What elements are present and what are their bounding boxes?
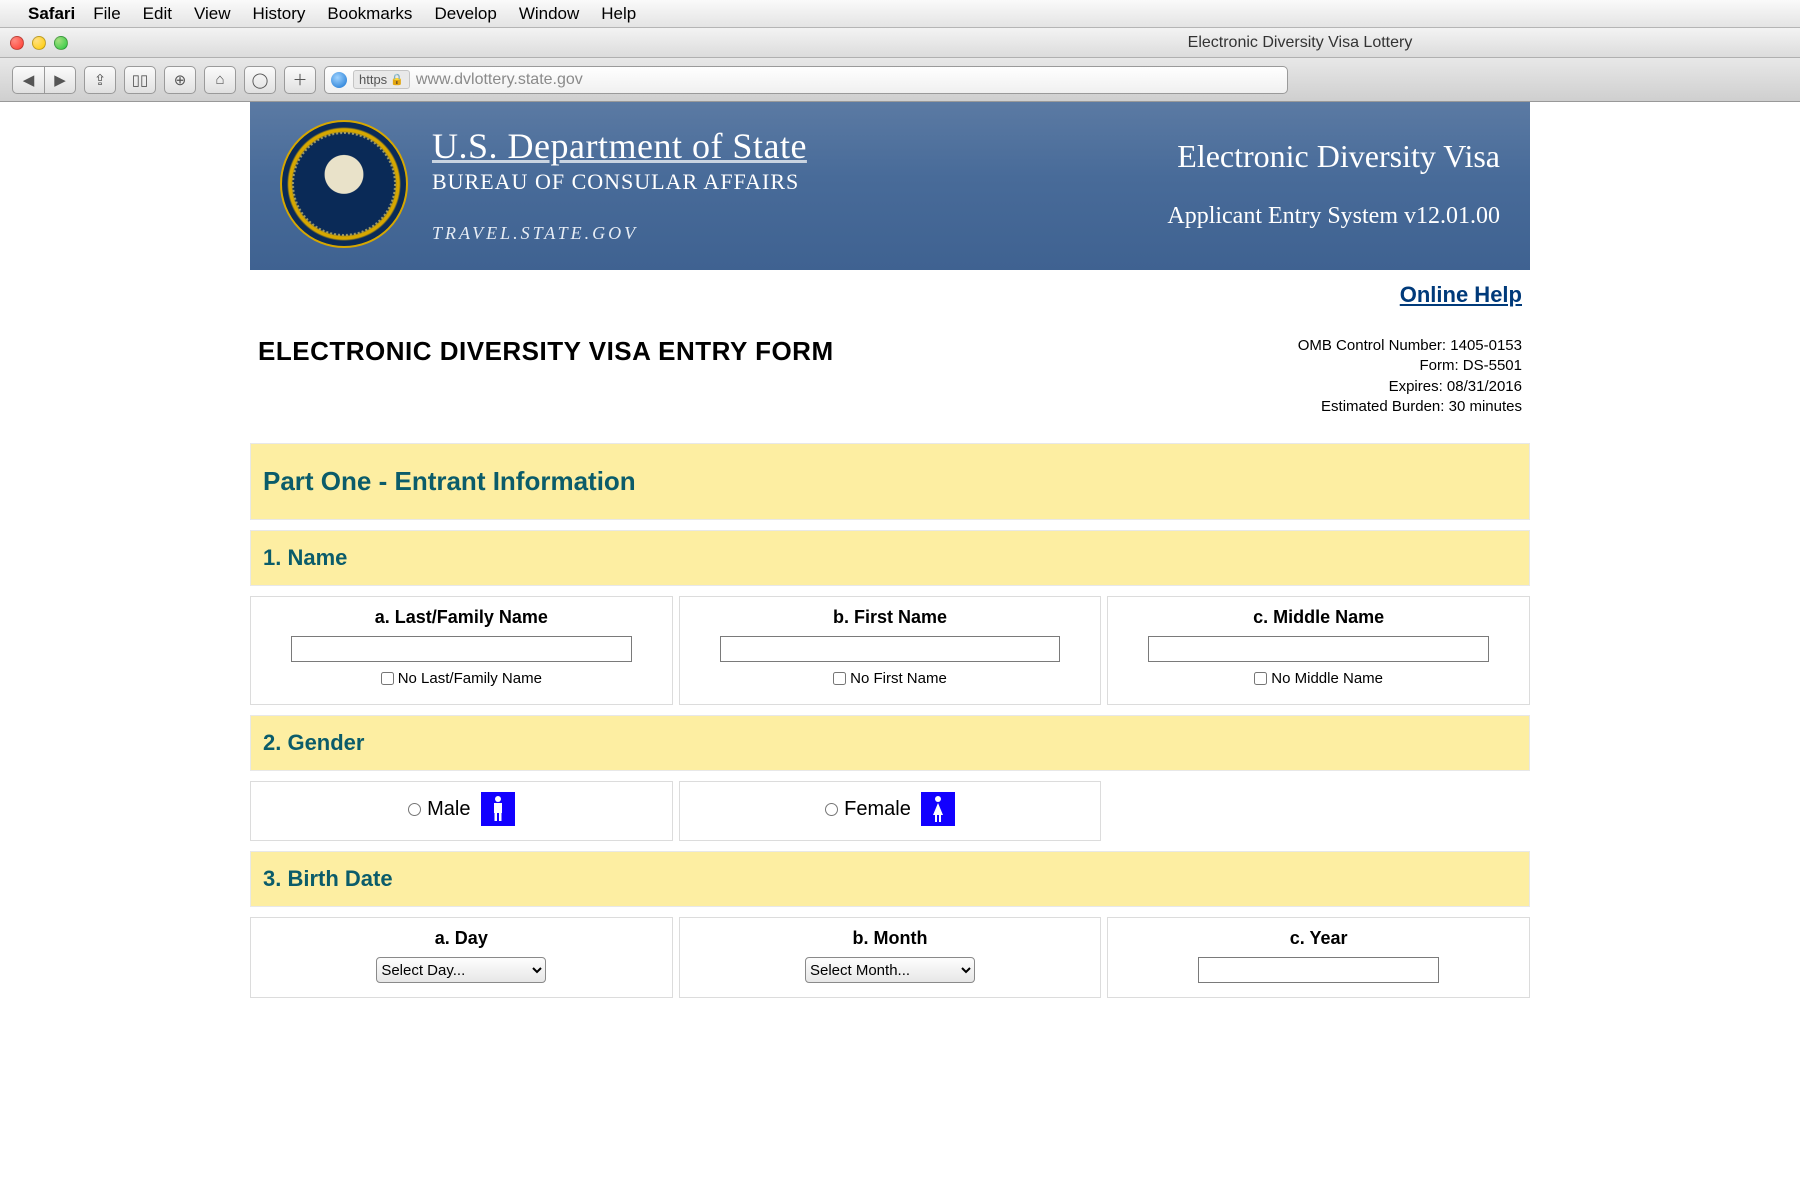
gender-female-radio[interactable] (825, 803, 838, 816)
section-name: 1. Name (250, 530, 1530, 586)
middle-name-input[interactable] (1148, 636, 1489, 662)
menu-develop[interactable]: Develop (434, 4, 496, 24)
form-title: ELECTRONIC DIVERSITY VISA ENTRY FORM (258, 336, 834, 367)
name-fields-row: a. Last/Family Name No Last/Family Name … (250, 596, 1530, 705)
cell-birth-year: c. Year (1107, 917, 1530, 998)
menu-view[interactable]: View (194, 4, 231, 24)
site-banner: U.S. Department of State BUREAU OF CONSU… (250, 102, 1530, 270)
no-middle-name-label: No Middle Name (1271, 670, 1383, 687)
banner-left: U.S. Department of State BUREAU OF CONSU… (432, 125, 1143, 244)
meta-burden: Estimated Burden: 30 minutes (1298, 397, 1522, 417)
cell-birth-day: a. Day Select Day... (250, 917, 673, 998)
section-gender: 2. Gender (250, 715, 1530, 771)
menu-file[interactable]: File (93, 4, 120, 24)
birth-day-select[interactable]: Select Day... (376, 957, 546, 983)
close-window-button[interactable] (10, 36, 24, 50)
cell-last-name: a. Last/Family Name No Last/Family Name (250, 596, 673, 705)
male-icon (481, 792, 515, 826)
stop-icon: ◯ (252, 71, 269, 89)
no-last-name-checkbox[interactable] (381, 672, 394, 685)
form-meta: OMB Control Number: 1405-0153 Form: DS-5… (1298, 336, 1522, 417)
birth-year-label: c. Year (1118, 928, 1519, 949)
share-button[interactable]: ⇪ (84, 66, 116, 94)
cell-gender-male: Male (250, 781, 673, 841)
state-dept-seal-icon (280, 120, 408, 248)
site-icon (331, 72, 347, 88)
url-text: www.dvlottery.state.gov (416, 71, 583, 89)
add-bookmark-button[interactable]: ⊕ (164, 66, 196, 94)
no-first-name-checkbox[interactable] (833, 672, 846, 685)
birth-year-input[interactable] (1198, 957, 1438, 983)
meta-expires: Expires: 08/31/2016 (1298, 377, 1522, 397)
menu-help[interactable]: Help (601, 4, 636, 24)
q1-title: 1. Name (263, 545, 1517, 571)
window-titlebar: Electronic Diversity Visa Lottery (0, 28, 1800, 58)
back-button[interactable]: ◀ (12, 66, 44, 94)
app-menu[interactable]: Safari (28, 4, 75, 24)
home-button[interactable]: ⌂ (204, 66, 236, 94)
female-icon (921, 792, 955, 826)
mac-menubar: Safari File Edit View History Bookmarks … (0, 0, 1800, 28)
gender-male-label: Male (427, 798, 470, 821)
traffic-lights (10, 36, 68, 50)
page-content: U.S. Department of State BUREAU OF CONSU… (250, 102, 1530, 998)
birth-day-label: a. Day (261, 928, 662, 949)
q3-title: 3. Birth Date (263, 866, 1517, 892)
no-middle-name-checkbox[interactable] (1254, 672, 1267, 685)
meta-omb: OMB Control Number: 1405-0153 (1298, 336, 1522, 356)
bureau-subtitle: BUREAU OF CONSULAR AFFAIRS (432, 169, 1143, 195)
edv-title: Electronic Diversity Visa (1167, 138, 1500, 175)
q2-title: 2. Gender (263, 730, 1517, 756)
meta-form: Form: DS-5501 (1298, 356, 1522, 376)
bookmarks-button[interactable]: ▯▯ (124, 66, 156, 94)
lock-icon: 🔒 (390, 73, 404, 86)
cell-gender-female: Female (679, 781, 1102, 841)
birthdate-row: a. Day Select Day... b. Month Select Mon… (250, 917, 1530, 998)
add-bookmark-icon: ⊕ (174, 71, 187, 89)
stop-reload-button[interactable]: ◯ (244, 66, 276, 94)
menu-edit[interactable]: Edit (143, 4, 172, 24)
menu-bookmarks[interactable]: Bookmarks (327, 4, 412, 24)
last-name-input[interactable] (291, 636, 632, 662)
gender-female-label: Female (844, 798, 911, 821)
cell-birth-month: b. Month Select Month... (679, 917, 1102, 998)
banner-right: Electronic Diversity Visa Applicant Entr… (1167, 138, 1500, 230)
no-first-name-label: No First Name (850, 670, 947, 687)
part-one-header: Part One - Entrant Information (250, 443, 1530, 520)
birth-month-label: b. Month (690, 928, 1091, 949)
menu-window[interactable]: Window (519, 4, 579, 24)
book-icon: ▯▯ (132, 71, 149, 89)
first-name-label: b. First Name (690, 607, 1091, 628)
minimize-window-button[interactable] (32, 36, 46, 50)
cell-middle-name: c. Middle Name No Middle Name (1107, 596, 1530, 705)
window-title: Electronic Diversity Visa Lottery (0, 34, 1800, 52)
travel-link[interactable]: TRAVEL.STATE.GOV (432, 223, 1143, 244)
section-birthdate: 3. Birth Date (250, 851, 1530, 907)
gender-row: Male Female (250, 781, 1530, 841)
address-bar[interactable]: https🔒 www.dvlottery.state.gov (324, 66, 1288, 94)
scheme-indicator: https🔒 (353, 70, 410, 89)
middle-name-label: c. Middle Name (1118, 607, 1519, 628)
cell-first-name: b. First Name No First Name (679, 596, 1102, 705)
last-name-label: a. Last/Family Name (261, 607, 662, 628)
system-version: Applicant Entry System v12.01.00 (1167, 203, 1500, 230)
forward-button[interactable]: ▶ (44, 66, 76, 94)
zoom-window-button[interactable] (54, 36, 68, 50)
first-name-input[interactable] (720, 636, 1061, 662)
gender-male-radio[interactable] (408, 803, 421, 816)
dept-title: U.S. Department of State (432, 125, 1143, 167)
part-one-title: Part One - Entrant Information (263, 466, 1517, 497)
birth-month-select[interactable]: Select Month... (805, 957, 975, 983)
form-header: ELECTRONIC DIVERSITY VISA ENTRY FORM OMB… (250, 308, 1530, 443)
no-last-name-label: No Last/Family Name (398, 670, 542, 687)
share-icon: ⇪ (94, 71, 107, 89)
menu-history[interactable]: History (253, 4, 306, 24)
online-help-link[interactable]: Online Help (1400, 282, 1522, 308)
new-tab-button[interactable]: ＋ (284, 66, 316, 94)
home-icon: ⌂ (215, 71, 224, 88)
browser-toolbar: ◀ ▶ ⇪ ▯▯ ⊕ ⌂ ◯ ＋ https🔒 www.dvlottery.st… (0, 58, 1800, 102)
